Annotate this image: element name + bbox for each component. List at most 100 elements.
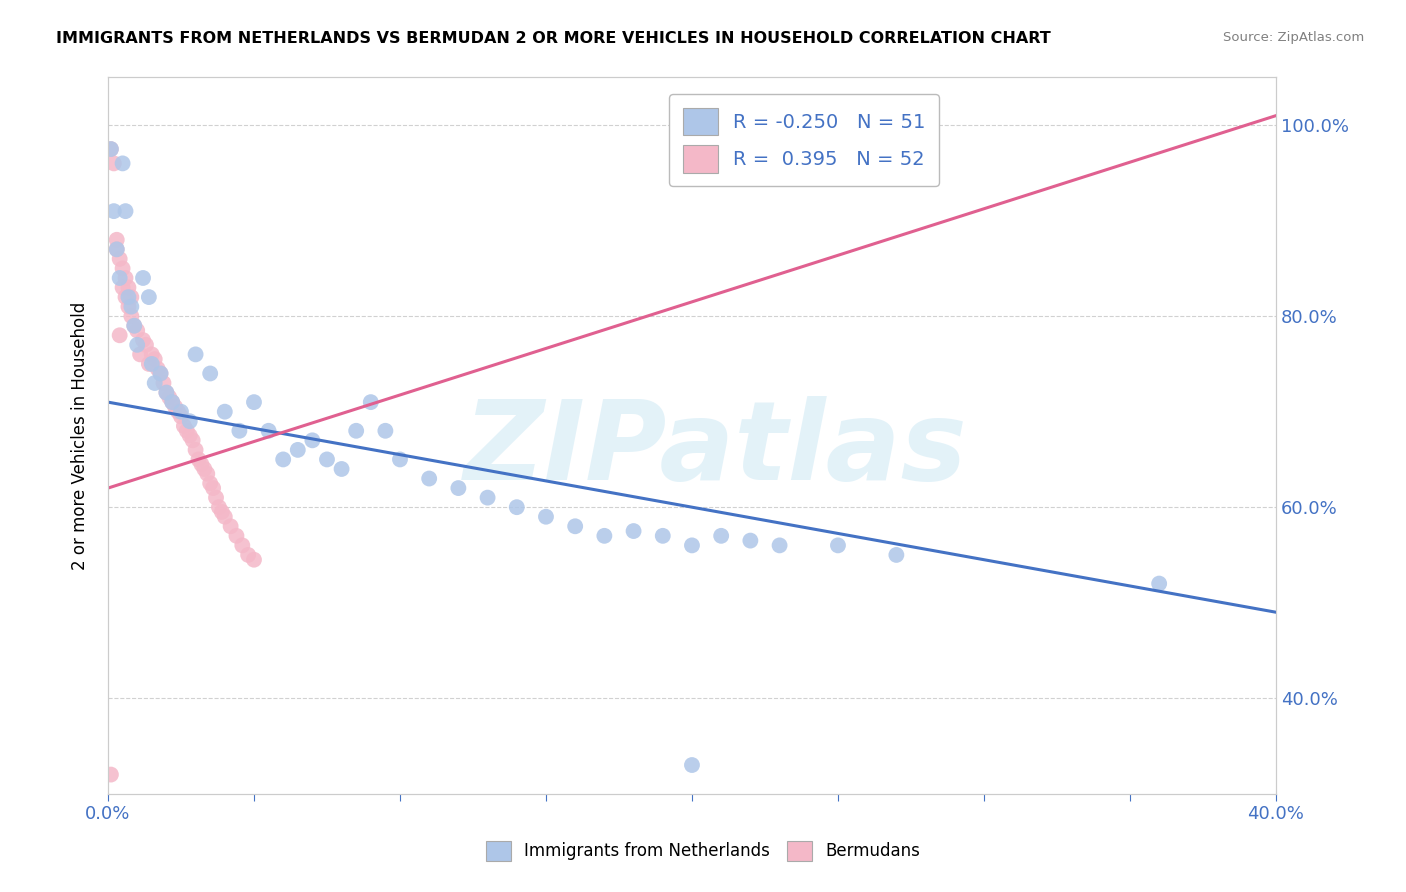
- Point: [681, 538, 703, 552]
- Point: [187, 452, 209, 467]
- Point: [105, 233, 128, 247]
- Point: [198, 367, 221, 381]
- Point: [534, 509, 557, 524]
- Point: [195, 467, 218, 481]
- Point: [243, 552, 266, 566]
- Point: [132, 271, 155, 285]
- Point: [1147, 576, 1170, 591]
- Point: [231, 538, 253, 552]
- Point: [103, 156, 125, 170]
- Point: [129, 347, 152, 361]
- Point: [228, 424, 250, 438]
- Point: [271, 452, 294, 467]
- Point: [100, 767, 122, 781]
- Legend: R = -0.250   N = 51, R =  0.395   N = 52: R = -0.250 N = 51, R = 0.395 N = 52: [669, 95, 939, 186]
- Point: [316, 452, 339, 467]
- Point: [564, 519, 586, 533]
- Point: [176, 424, 198, 438]
- Point: [214, 405, 236, 419]
- Point: [100, 142, 122, 156]
- Point: [211, 505, 233, 519]
- Point: [120, 300, 142, 314]
- Point: [111, 261, 134, 276]
- Point: [103, 204, 125, 219]
- Point: [184, 347, 207, 361]
- Point: [117, 290, 139, 304]
- Point: [155, 385, 177, 400]
- Point: [287, 442, 309, 457]
- Point: [179, 428, 201, 442]
- Point: [593, 529, 616, 543]
- Point: [710, 529, 733, 543]
- Point: [127, 338, 149, 352]
- Point: [155, 385, 177, 400]
- Point: [257, 424, 280, 438]
- Point: [100, 142, 122, 156]
- Point: [681, 758, 703, 772]
- Point: [143, 352, 166, 367]
- Point: [143, 376, 166, 390]
- Point: [111, 280, 134, 294]
- Point: [740, 533, 762, 548]
- Point: [114, 271, 136, 285]
- Point: [214, 509, 236, 524]
- Point: [108, 271, 131, 285]
- Point: [184, 442, 207, 457]
- Point: [301, 434, 323, 448]
- Point: [135, 338, 157, 352]
- Point: [374, 424, 396, 438]
- Point: [152, 376, 174, 390]
- Point: [105, 243, 128, 257]
- Point: [360, 395, 382, 409]
- Point: [651, 529, 673, 543]
- Point: [179, 414, 201, 428]
- Point: [149, 367, 172, 381]
- Point: [157, 390, 180, 404]
- Point: [127, 324, 149, 338]
- Text: IMMIGRANTS FROM NETHERLANDS VS BERMUDAN 2 OR MORE VEHICLES IN HOUSEHOLD CORRELAT: IMMIGRANTS FROM NETHERLANDS VS BERMUDAN …: [56, 31, 1052, 46]
- Point: [202, 481, 225, 495]
- Point: [623, 524, 645, 538]
- Point: [827, 538, 849, 552]
- Point: [236, 548, 259, 562]
- Point: [117, 300, 139, 314]
- Point: [114, 290, 136, 304]
- Y-axis label: 2 or more Vehicles in Household: 2 or more Vehicles in Household: [72, 301, 89, 570]
- Point: [120, 290, 142, 304]
- Point: [193, 462, 215, 476]
- Legend: Immigrants from Netherlands, Bermudans: Immigrants from Netherlands, Bermudans: [479, 834, 927, 868]
- Point: [141, 357, 163, 371]
- Point: [208, 500, 231, 515]
- Point: [165, 400, 187, 414]
- Point: [120, 309, 142, 323]
- Point: [114, 204, 136, 219]
- Point: [170, 409, 193, 424]
- Point: [167, 405, 190, 419]
- Point: [105, 243, 128, 257]
- Point: [108, 328, 131, 343]
- Point: [173, 419, 195, 434]
- Point: [132, 333, 155, 347]
- Point: [190, 457, 212, 471]
- Point: [149, 367, 172, 381]
- Point: [146, 361, 169, 376]
- Point: [225, 529, 247, 543]
- Point: [111, 156, 134, 170]
- Point: [160, 395, 183, 409]
- Point: [344, 424, 367, 438]
- Point: [108, 252, 131, 266]
- Point: [768, 538, 790, 552]
- Text: ZIPatlas: ZIPatlas: [464, 396, 967, 503]
- Point: [418, 471, 440, 485]
- Point: [141, 347, 163, 361]
- Point: [181, 434, 204, 448]
- Point: [205, 491, 228, 505]
- Point: [117, 280, 139, 294]
- Point: [388, 452, 411, 467]
- Point: [160, 395, 183, 409]
- Point: [122, 318, 145, 333]
- Point: [198, 476, 221, 491]
- Point: [330, 462, 353, 476]
- Point: [243, 395, 266, 409]
- Point: [886, 548, 908, 562]
